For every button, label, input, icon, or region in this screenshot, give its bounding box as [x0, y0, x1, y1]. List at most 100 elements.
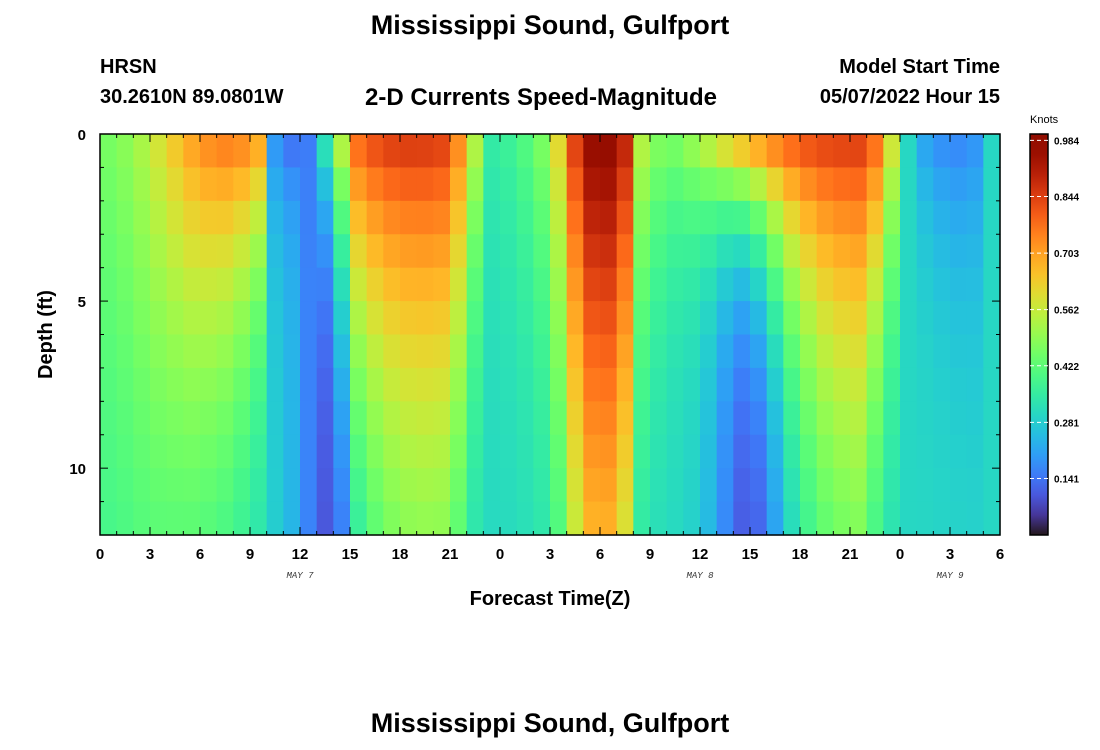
- heatmap-cell: [216, 134, 234, 169]
- heatmap-cell: [650, 468, 668, 503]
- heatmap-cell: [950, 468, 968, 503]
- heatmap-cell: [566, 401, 584, 436]
- heatmap-cell: [550, 234, 568, 269]
- heatmap-cell: [100, 401, 118, 436]
- heatmap-cell: [533, 301, 551, 336]
- heatmap-cell: [500, 234, 518, 269]
- heatmap-cell: [650, 267, 668, 302]
- heatmap-cell: [600, 167, 618, 202]
- heatmap-cell: [466, 334, 484, 369]
- heatmap-cell: [150, 301, 168, 336]
- heatmap-cell: [950, 267, 968, 302]
- heatmap-cell: [316, 167, 334, 202]
- heatmap-cell: [816, 434, 834, 469]
- heatmap-cell: [783, 134, 801, 169]
- heatmap-cell: [200, 267, 218, 302]
- heatmap-cell: [566, 167, 584, 202]
- heatmap-cell: [466, 501, 484, 536]
- heatmap-cell: [200, 401, 218, 436]
- heatmap-cell: [533, 134, 551, 169]
- heatmap-cell: [550, 468, 568, 503]
- heatmap-cell: [816, 334, 834, 369]
- heatmap-cell: [183, 401, 201, 436]
- heatmap-cell: [300, 434, 318, 469]
- x-tick-label: 0: [896, 546, 904, 563]
- heatmap-cell: [933, 367, 951, 402]
- heatmap-cell: [100, 367, 118, 402]
- heatmap-cell: [283, 267, 301, 302]
- heatmap-cell: [933, 167, 951, 202]
- heatmap-cell: [700, 367, 718, 402]
- heatmap-cell: [366, 301, 384, 336]
- heatmap-cell: [250, 468, 268, 503]
- heatmap-cell: [383, 167, 401, 202]
- heatmap-cell: [950, 367, 968, 402]
- x-tick-label: 12: [692, 546, 709, 563]
- heatmap-cell: [266, 401, 284, 436]
- heatmap-cell: [866, 200, 884, 235]
- heatmap-cell: [616, 434, 634, 469]
- heatmap-cell: [616, 367, 634, 402]
- heatmap-cell: [983, 401, 1001, 436]
- heatmap-cell: [183, 234, 201, 269]
- heatmap-cell: [633, 334, 651, 369]
- heatmap-cell: [183, 167, 201, 202]
- heatmap-cell: [216, 401, 234, 436]
- heatmap-cell: [633, 401, 651, 436]
- heatmap-cell: [716, 434, 734, 469]
- heatmap-cell: [600, 200, 618, 235]
- heatmap-cell: [883, 234, 901, 269]
- heatmap-cell: [400, 167, 418, 202]
- colorbar-tick-label: 0.844: [1054, 193, 1079, 204]
- y-tick-label: 5: [78, 294, 86, 311]
- heatmap-cell: [466, 468, 484, 503]
- heatmap-cell: [766, 334, 784, 369]
- heatmap-cell: [400, 434, 418, 469]
- heatmap-cell: [550, 434, 568, 469]
- heatmap-cell: [800, 334, 818, 369]
- heatmap-cell: [566, 234, 584, 269]
- heatmap-cell: [833, 468, 851, 503]
- heatmap-cell: [200, 301, 218, 336]
- heatmap-cell: [716, 367, 734, 402]
- heatmap-cell: [900, 367, 918, 402]
- heatmap-cell: [416, 200, 434, 235]
- heatmap-cell: [200, 334, 218, 369]
- heatmap-cell: [483, 468, 501, 503]
- heatmap-cell: [983, 200, 1001, 235]
- heatmap-cell: [866, 167, 884, 202]
- heatmap-cell: [166, 267, 184, 302]
- heatmap-cell: [816, 501, 834, 536]
- heatmap-cell: [800, 167, 818, 202]
- heatmap-cell: [800, 301, 818, 336]
- heatmap-cell: [583, 134, 601, 169]
- heatmap-cell: [316, 334, 334, 369]
- heatmap-cell: [633, 301, 651, 336]
- heatmap-cell: [216, 301, 234, 336]
- heatmap-cell: [766, 234, 784, 269]
- heatmap-cell: [600, 301, 618, 336]
- heatmap-cell: [533, 234, 551, 269]
- heatmap-cell: [116, 401, 134, 436]
- heatmap-cell: [350, 401, 368, 436]
- heatmap-cell: [783, 301, 801, 336]
- heatmap-cell: [233, 234, 251, 269]
- heatmap-cell: [900, 301, 918, 336]
- chart-subtitle: 2-D Currents Speed-Magnitude: [365, 84, 718, 111]
- heatmap-cell: [250, 200, 268, 235]
- heatmap-cell: [500, 434, 518, 469]
- heatmap-cell: [116, 267, 134, 302]
- heatmap-cell: [350, 301, 368, 336]
- heatmap-cell: [750, 267, 768, 302]
- heatmap-cell: [766, 367, 784, 402]
- heatmap-cell: [466, 200, 484, 235]
- heatmap-cell: [150, 367, 168, 402]
- heatmap-cell: [866, 234, 884, 269]
- heatmap-cell: [416, 501, 434, 536]
- heatmap-cell: [116, 134, 134, 169]
- heatmap-cell: [833, 301, 851, 336]
- x-tick-label: 0: [96, 546, 104, 563]
- heatmap-cell: [733, 267, 751, 302]
- heatmap-cell: [266, 434, 284, 469]
